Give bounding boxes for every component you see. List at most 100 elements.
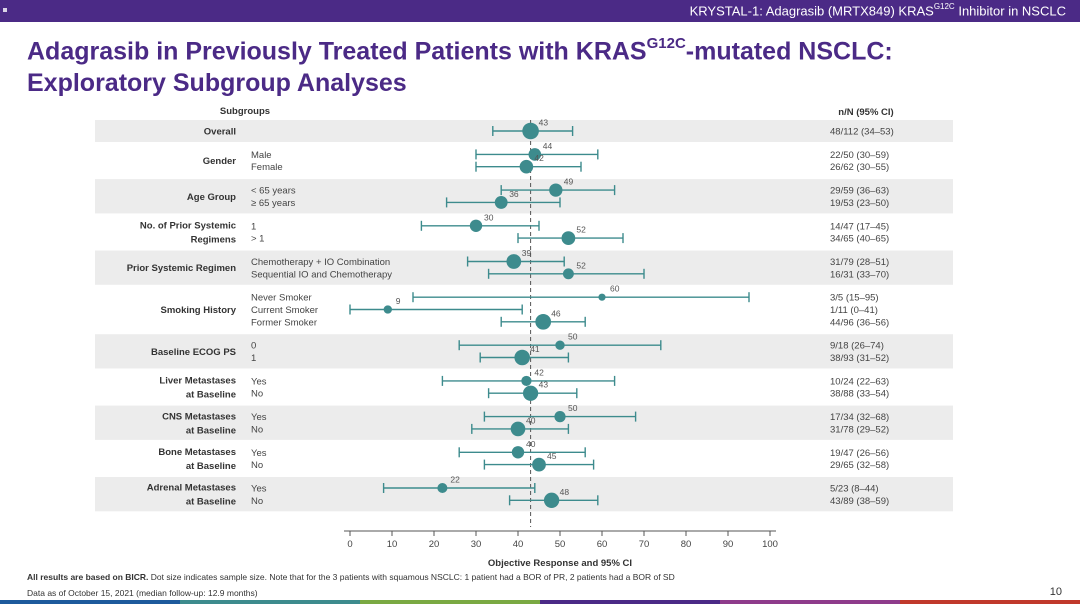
x-tick-label: 40 [513,539,524,550]
orr-value-label: 39 [522,248,532,258]
nn-ci-value: 9/18 (26–74) [830,341,884,352]
x-tick-label: 20 [429,539,440,550]
orr-point [511,446,525,459]
orr-point [383,305,392,314]
orr-point [549,183,563,197]
orr-point [522,385,539,401]
nn-ci-value: 29/59 (36–63) [830,186,889,197]
orr-value-label: 46 [551,308,561,318]
row-label: Sequential IO and Chemotherapy [251,269,392,280]
x-tick-label: 50 [555,539,566,550]
nn-ci-value: 44/96 (36–56) [830,317,889,328]
nn-ci-value: 38/93 (31–52) [830,353,889,364]
subgroup-name: Baseline ECOG PS [151,347,236,358]
banner-title: KRYSTAL-1: Adagrasib (MRTX849) KRASG12C … [689,2,1066,19]
x-tick-label: 90 [723,539,734,550]
nn-ci-value: 26/62 (30–55) [830,162,889,173]
subgroup-name: at Baseline [186,425,236,436]
orr-value-label: 43 [539,380,549,390]
orr-value-label: 9 [396,296,401,306]
orr-point [514,349,530,366]
row-label: Never Smoker [251,293,312,304]
orr-value-label: 41 [530,344,540,354]
row-label: No [251,389,263,400]
orr-point [437,482,448,494]
x-tick-label: 0 [347,539,352,550]
nn-ci-value: 3/5 (15–95) [830,293,879,304]
nn-ci-value: 1/11 (0–41) [830,305,878,316]
nn-ci-value: 31/79 (28–51) [830,257,889,268]
orr-value-label: 48 [560,487,570,497]
subgroup-name: Overall [204,127,236,138]
page-title: Adagrasib in Previously Treated Patients… [27,30,1067,99]
nn-ci-value: 38/88 (33–54) [830,389,889,400]
subgroup-name: Age Group [187,192,236,203]
orr-point [555,340,565,350]
subgroup-band [95,405,953,440]
orr-value-label: 60 [610,284,620,294]
row-label: 0 [251,341,256,352]
nn-ci-value: 29/65 (32–58) [830,460,889,471]
subgroup-name: Smoking History [161,305,237,316]
x-tick-label: 100 [762,539,778,550]
nn-ci-value: 5/23 (8–44) [830,484,879,495]
banner-dot-icon [3,8,7,12]
row-label: < 65 years [251,186,296,197]
nn-ci-value: 14/47 (17–45) [830,221,889,232]
x-tick-label: 60 [597,539,608,550]
forest-plot: Subgroups n/N (95% CI) Overall 43 48/112 (34… [95,106,953,569]
bottom-color-bar [0,600,1080,604]
row-label: > 1 [251,234,264,245]
nn-ci-value: 19/47 (26–56) [830,448,889,459]
orr-value-label: 40 [526,415,536,425]
orr-point [510,421,526,437]
nn-ci-value: 22/50 (30–59) [830,150,889,161]
orr-value-label: 45 [547,451,557,461]
row-label: No [251,460,263,471]
subgroup-name: at Baseline [186,390,236,401]
orr-value-label: 22 [450,475,460,485]
orr-point [521,375,532,386]
subgroup-band [95,477,953,512]
nn-ci-value: 43/89 (38–59) [830,496,889,507]
orr-value-label: 30 [484,212,494,222]
orr-point [506,254,522,269]
top-banner: KRYSTAL-1: Adagrasib (MRTX849) KRASG12C … [0,0,1080,22]
orr-value-label: 49 [564,177,574,187]
orr-value-label: 44 [543,141,553,151]
subgroup-name: Regimens [191,234,236,245]
subgroup-name: Bone Metastases [158,447,236,458]
nn-ci-value: 16/31 (33–70) [830,269,889,280]
orr-value-label: 50 [568,332,578,342]
subgroups-header: Subgroups [220,106,270,117]
orr-point [528,148,542,161]
row-label: Chemotherapy + IO Combination [251,257,390,268]
subgroup-band [95,250,953,285]
subgroup-name: at Baseline [186,461,236,472]
subgroup-name: Prior Systemic Regimen [127,263,236,274]
orr-point [562,268,574,280]
orr-point [543,492,560,508]
subgroup-name: Gender [203,156,237,167]
page-number: 10 [1049,586,1062,598]
orr-value-label: 42 [534,367,544,377]
orr-point [469,219,483,232]
footnote: All results are based on BICR. Dot size … [27,572,675,582]
row-label: Yes [251,484,267,495]
orr-value-label: 40 [526,439,536,449]
orr-point [532,457,546,472]
orr-point [522,122,539,140]
orr-point [519,159,534,174]
orr-value-label: 36 [509,189,519,199]
row-label: 1 [251,221,256,232]
orr-point [535,313,552,330]
nn-ci-value: 34/65 (40–65) [830,234,889,245]
x-tick-label: 80 [681,539,692,550]
x-tick-label: 10 [387,539,398,550]
orr-point [554,410,566,423]
x-tick-label: 30 [471,539,482,550]
page-title-line1: Adagrasib in Previously Treated Patients… [27,35,893,66]
orr-point [561,231,576,245]
nn-ci-value: 19/53 (23–50) [830,198,889,209]
row-label: Male [251,150,272,161]
